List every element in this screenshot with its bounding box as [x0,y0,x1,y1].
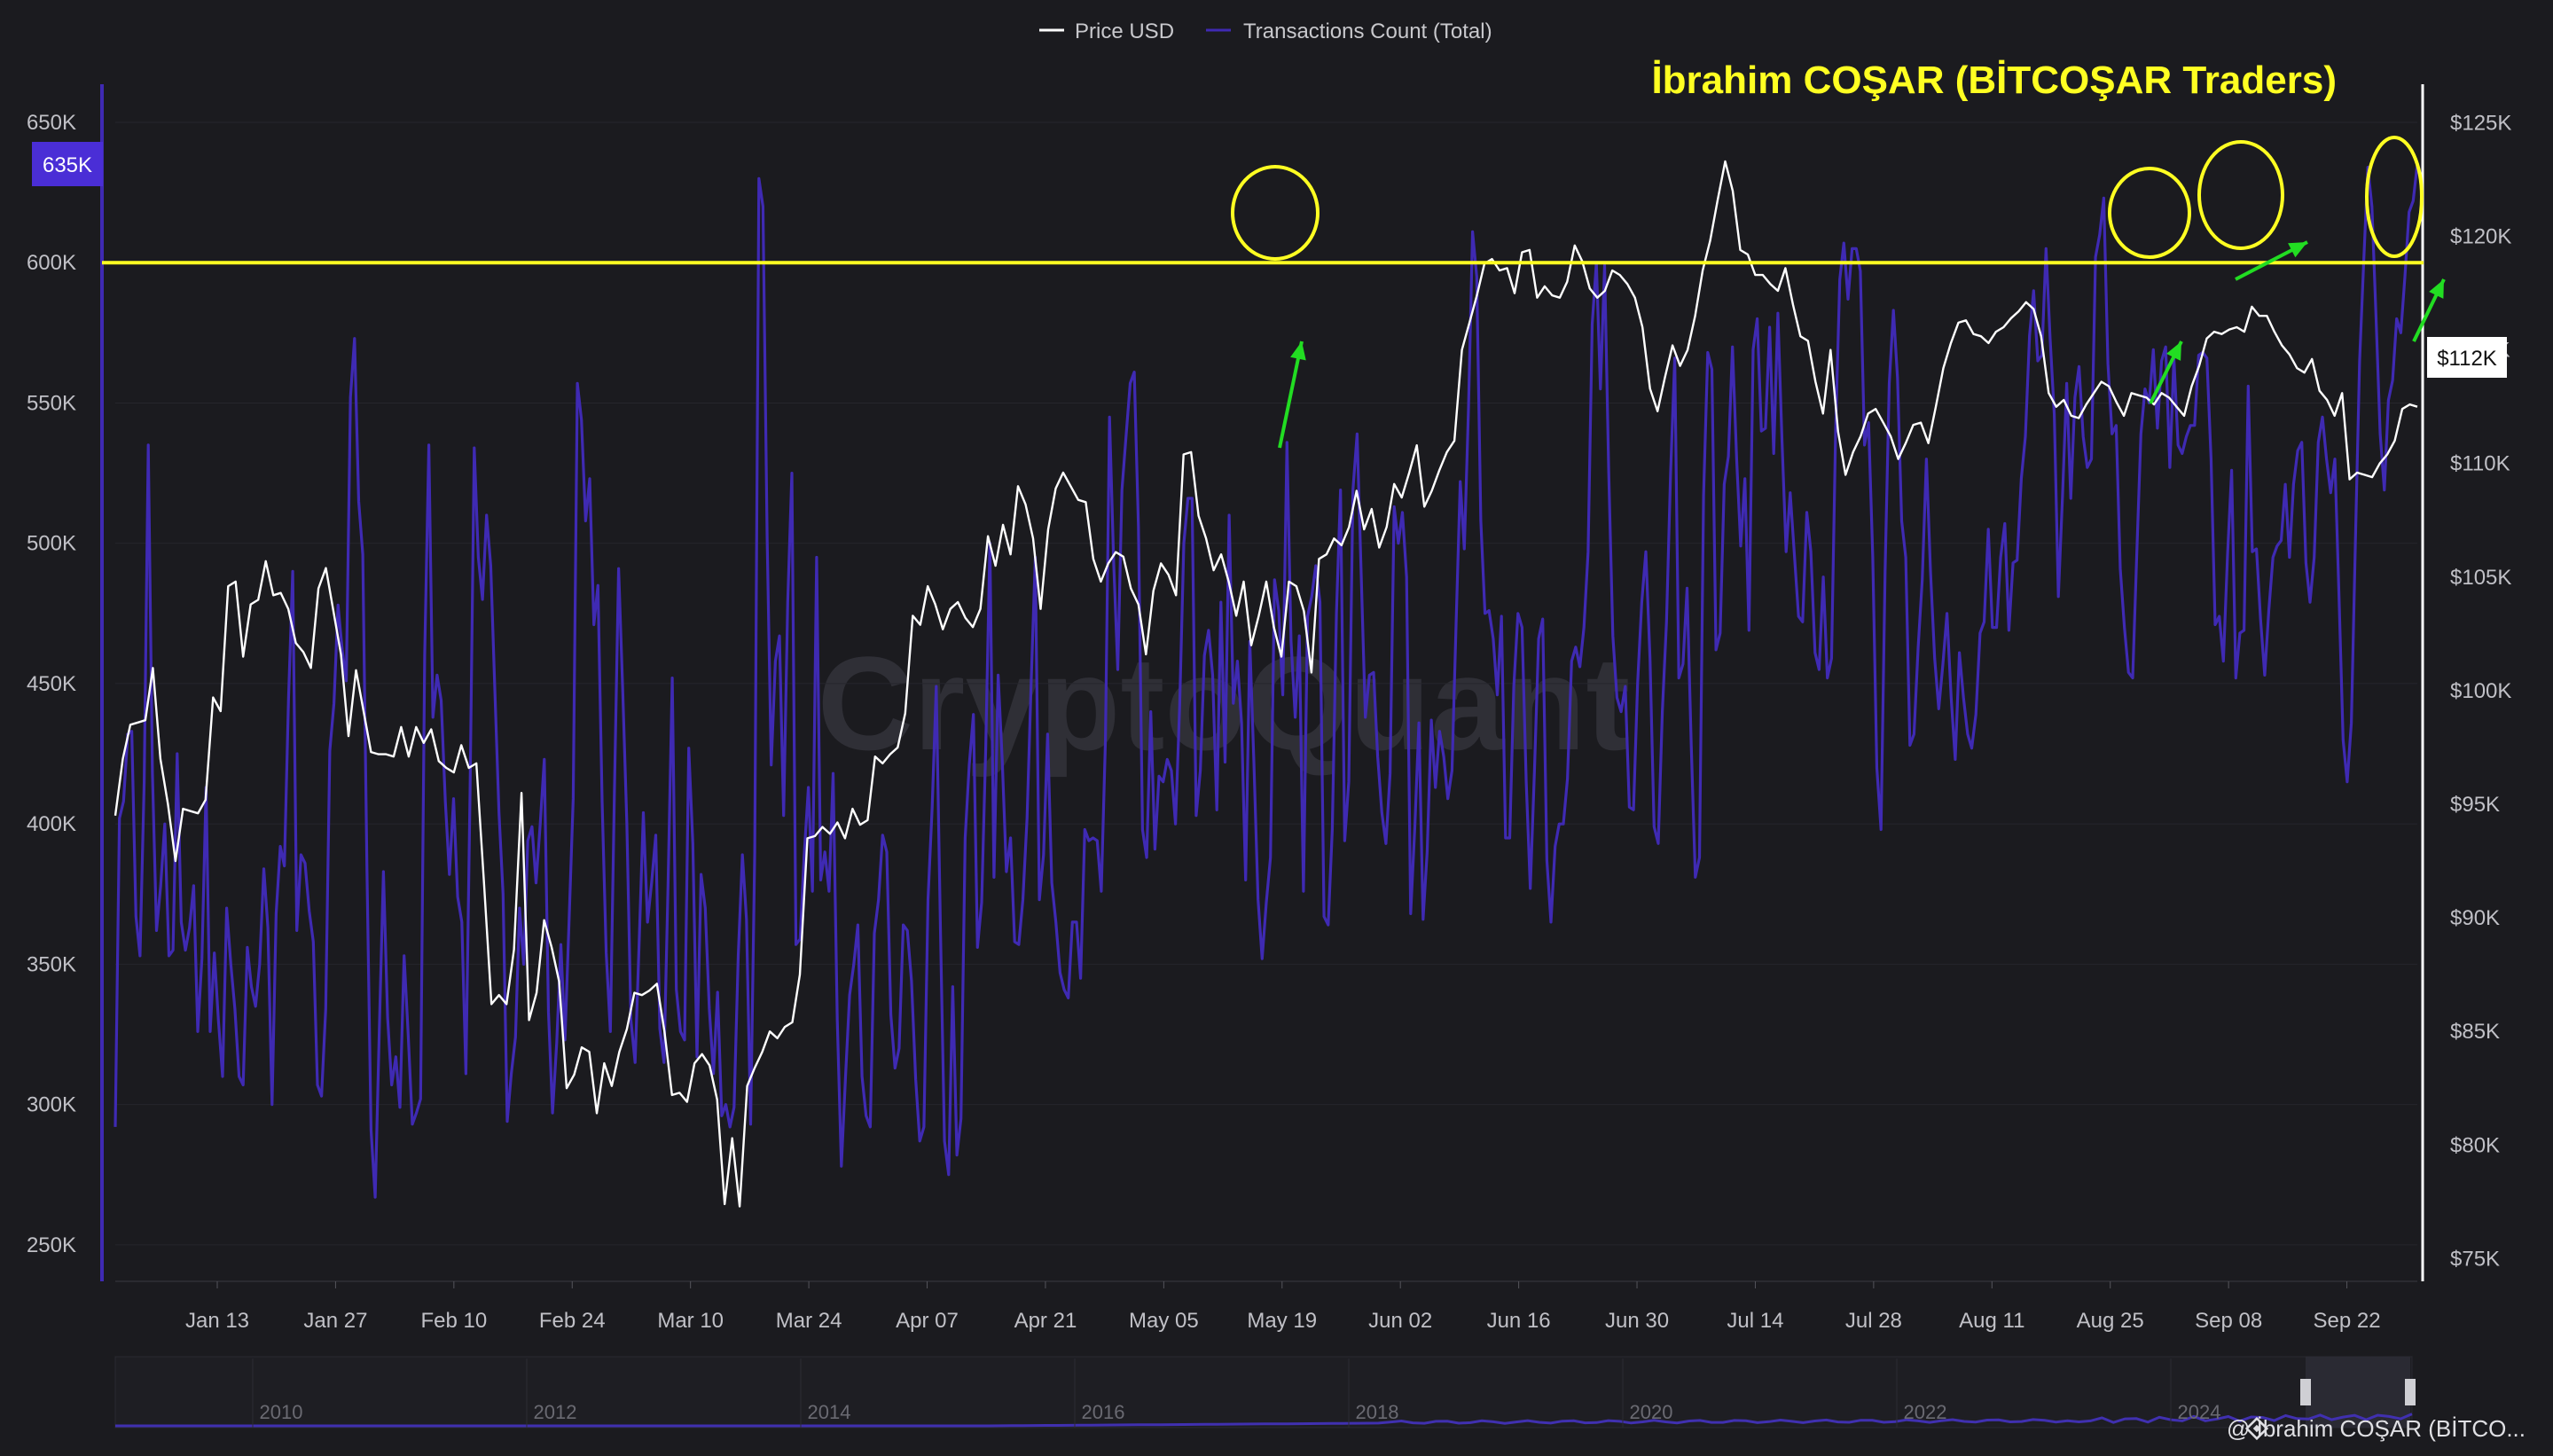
trend-arrow [2412,278,2446,342]
range-navigator[interactable]: 2010 2012 2014 2016 2018 2020 2022 2024 [114,1356,2416,1429]
y-left-tick-label: 450K [27,672,76,696]
x-tick-label: Mar 10 [657,1309,724,1333]
series-line-price [114,160,2418,1208]
y-right-tick-label: $110K [2450,452,2510,476]
legend-price-label[interactable]: Price USD [1075,20,1174,43]
navigator-year-label: 2014 [808,1401,851,1423]
left-value-badge: 635K [32,142,103,186]
series-layer [114,160,2419,1208]
x-tick-label: Apr 07 [896,1309,959,1333]
x-tick-label: Feb 10 [420,1309,487,1333]
x-tick-label: Aug 25 [2077,1309,2144,1333]
trend-arrow [1278,341,1306,449]
arrow-head [2288,242,2307,258]
x-tick-label: Sep 08 [2195,1309,2262,1333]
x-tick-label: Jan 13 [185,1309,249,1333]
navigator-series-line [115,1413,2413,1428]
y-right-tick-label: $90K [2450,906,2500,930]
x-tick-label: Jan 27 [303,1309,367,1333]
y-right-tick-label: $100K [2450,679,2511,703]
arrow-head [2166,341,2181,361]
highlight-circle [2365,136,2424,258]
credit: @ İbrahim COŞAR (BİTCO... [2227,1415,2526,1442]
x-tick-label: Jun 16 [1487,1309,1551,1333]
arrow-shaft [1278,341,1304,449]
y-left-tick-label: 300K [27,1093,76,1117]
y-left-tick-label: 400K [27,812,76,836]
navigator-years: 2010 2012 2014 2016 2018 2020 2022 2024 [252,1358,2221,1428]
x-tick-label: Jul 14 [1727,1309,1783,1333]
y-right-tick-label: $85K [2450,1020,2500,1044]
y-left-tick-label: 550K [27,391,76,415]
y-left-tick-label: 650K [27,111,76,135]
highlight-circle [2108,167,2191,259]
arrow-head [1290,341,1306,361]
highlight-circle [2197,140,2284,250]
y-left-tick-label: 500K [27,532,76,556]
highlight-circle [1231,165,1320,261]
y-right-tick-label: $75K [2450,1247,2500,1271]
navigator-year-label: 2022 [1904,1401,1947,1423]
navigator-year-label: 2016 [1082,1401,1125,1423]
y-right-tick-label: $125K [2450,111,2511,135]
x-tick-label: May 05 [1129,1309,1199,1333]
trend-arrow [2235,240,2308,281]
navigator-year-label: 2010 [260,1401,303,1423]
y-right-tick-label: $120K [2450,225,2511,249]
legend-tx-label[interactable]: Transactions Count (Total) [1243,20,1492,43]
legend[interactable]: Price USD Transactions Count (Total) [1039,20,1492,43]
x-tick-label: Jun 02 [1368,1309,1432,1333]
navigator-year-label: 2020 [1630,1401,1673,1423]
x-tick-label: Jun 30 [1605,1309,1669,1333]
x-tick-label: Feb 24 [539,1309,606,1333]
y-left-tick-label: 600K [27,251,76,275]
y-left-tick-label: 350K [27,952,76,976]
right-value-badge: $112K [2427,337,2507,378]
series-line-transactions [114,164,2419,1199]
navigator-year-label: 2012 [534,1401,577,1423]
y-right-tick-label: $80K [2450,1133,2500,1157]
left-value-text: 635K [43,153,92,177]
navigator-year-label: 2024 [2178,1401,2221,1423]
y-right-tick-label: $95K [2450,793,2500,817]
overlay [102,136,2446,449]
navigator-right-handle[interactable] [2405,1379,2416,1405]
trend-arrow [2149,341,2183,404]
navigator-year-label: 2018 [1356,1401,1399,1423]
credit-text: @ İbrahim COŞAR (BİTCO... [2227,1415,2526,1442]
navigator-left-handle[interactable] [2300,1379,2311,1405]
x-tick-label: Apr 21 [1014,1309,1077,1333]
x-tick-label: Mar 24 [776,1309,842,1333]
x-tick-label: Jul 28 [1845,1309,1902,1333]
x-tick-label: Sep 22 [2314,1309,2381,1333]
x-tick-label: Aug 11 [1959,1309,2024,1333]
arrow-head [2429,279,2444,299]
navigator-frame [114,1356,2413,1429]
right-value-text: $112K [2437,347,2497,371]
axes: 250K 300K 350K 400K 450K 500K 550K 600K 650K $75K… [27,84,2511,1333]
x-tick-label: May 19 [1247,1309,1317,1333]
y-left-tick-label: 250K [27,1233,76,1257]
y-right-tick-label: $105K [2450,566,2511,590]
annotation-title: İbrahim COŞAR (BİTCOŞAR Traders) [1651,59,2337,102]
